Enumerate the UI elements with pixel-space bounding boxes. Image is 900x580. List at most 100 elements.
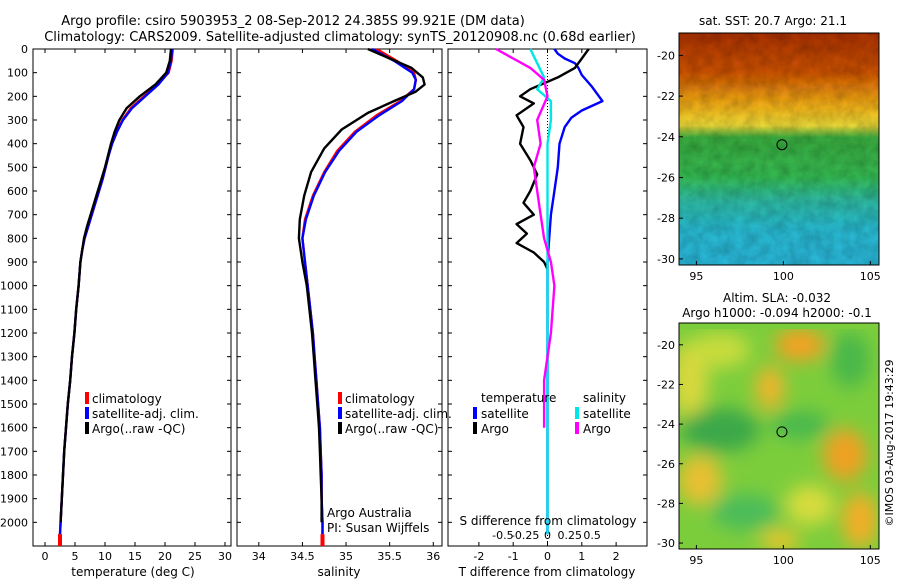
x-tick-label: 30 bbox=[218, 550, 232, 563]
sst-argo-location-marker bbox=[776, 139, 788, 151]
sla-map-title-line-2: Argo h1000: -0.094 h2000: -0.1 bbox=[682, 306, 872, 320]
x-tick-label: 15 bbox=[128, 550, 142, 563]
legend-swatch-temp-satellite bbox=[473, 407, 477, 419]
legend-label-climatology: climatology bbox=[345, 392, 415, 406]
map-x-tick-label: 95 bbox=[689, 270, 703, 283]
legend-label-satellite: satellite-adj. clim. bbox=[92, 407, 199, 421]
sla-argo-location-marker bbox=[776, 426, 788, 438]
depth-tick-label: 2000 bbox=[0, 516, 28, 529]
depth-tick-label: 900 bbox=[7, 256, 28, 269]
temperature-x-axis: 0 5 10 15 20 25 30 bbox=[42, 49, 232, 563]
sst-map-title: sat. SST: 20.7 Argo: 21.1 bbox=[699, 14, 847, 28]
annotation-pi: PI: Susan Wijffels bbox=[327, 521, 429, 535]
depth-tick-label: 100 bbox=[7, 67, 28, 80]
sla-map bbox=[679, 323, 879, 549]
depth-axis: 0 100 200 300 400 500 600 700 800 900 1000 1100 1200… bbox=[0, 43, 647, 529]
sla-blob bbox=[842, 492, 878, 548]
credit: ©IMOS 03-Aug-2017 19:43:29 bbox=[883, 360, 896, 527]
series-line bbox=[515, 48, 590, 270]
x-tick-label: 36 bbox=[426, 550, 440, 563]
depth-tick-label: 500 bbox=[7, 161, 28, 174]
x-tick-label: 5 bbox=[72, 550, 79, 563]
depth-tick-label: 1000 bbox=[0, 280, 28, 293]
map-x-tick-label: 95 bbox=[689, 554, 703, 567]
x-tick-label: 10 bbox=[98, 550, 112, 563]
map-y-tick-label: -26 bbox=[657, 458, 675, 471]
legend-label-temp-argo: Argo bbox=[481, 422, 509, 436]
x-tick-label: 0 bbox=[42, 550, 49, 563]
sst-map-frame bbox=[678, 32, 880, 266]
map-x-tick-label: 100 bbox=[773, 270, 794, 283]
map-y-tick-label: -22 bbox=[657, 378, 675, 391]
map-x-tick-label: 100 bbox=[773, 554, 794, 567]
map-y-tick-label: -20 bbox=[657, 49, 675, 62]
sla-blob bbox=[690, 332, 750, 368]
legend-label-temp-satellite: satellite bbox=[481, 407, 529, 421]
depth-tick-label: 1700 bbox=[0, 445, 28, 458]
legend-heading-temperature-label: temperature bbox=[481, 391, 556, 405]
x-tick-label: -2 bbox=[473, 550, 484, 563]
bottom-marker bbox=[58, 534, 62, 546]
sla-blob bbox=[756, 366, 784, 410]
map-x-tick-label: 105 bbox=[860, 554, 881, 567]
difference-legend: satellite temperature salinity satellite… bbox=[473, 391, 631, 436]
x-tick-label: 34.5 bbox=[290, 550, 315, 563]
map-x-tick-label: 105 bbox=[860, 270, 881, 283]
difference-series bbox=[495, 47, 604, 546]
sla-blob bbox=[786, 485, 834, 525]
depth-tick-label: 1100 bbox=[0, 303, 28, 316]
legend-label-satellite: satellite-adj. clim. bbox=[345, 407, 452, 421]
annotation-argo-australia: Argo Australia bbox=[327, 506, 412, 520]
sla-blob bbox=[770, 411, 830, 439]
sla-map-field bbox=[679, 329, 878, 549]
sla-map-axes: 95 100 105 -20 -22 -24 -26 -28 -30 bbox=[657, 339, 881, 567]
x-tick-label-salinity: 0.5 bbox=[583, 529, 601, 542]
series-line bbox=[297, 47, 426, 523]
bottom-marker bbox=[320, 534, 325, 546]
header-line-2: Climatology: CARS2009. Satellite-adjuste… bbox=[44, 30, 636, 45]
map-y-tick-label: -24 bbox=[657, 418, 675, 431]
sla-blob bbox=[711, 494, 779, 530]
x-tick-label: 0 bbox=[544, 550, 551, 563]
sst-map-axes: 95 100 105 -20 -22 -24 -26 -28 -30 bbox=[657, 49, 881, 283]
depth-tick-label: 1900 bbox=[0, 493, 28, 506]
salinity-panel-frame bbox=[236, 48, 443, 547]
x-tick-label: 34 bbox=[252, 550, 266, 563]
header-line-1: Argo profile: csiro 5903953_2 08-Sep-201… bbox=[61, 14, 525, 29]
map-y-tick-label: -24 bbox=[657, 131, 675, 144]
sla-blob bbox=[680, 408, 760, 452]
depth-tick-label: 700 bbox=[7, 209, 28, 222]
depth-tick-label: 200 bbox=[7, 90, 28, 103]
legend-label-climatology: climatology bbox=[92, 392, 162, 406]
series-line bbox=[59, 48, 173, 523]
map-y-tick-label: -28 bbox=[657, 497, 675, 510]
legend-swatch-sal-satellite bbox=[575, 407, 579, 419]
legend-label-sal-satellite: satellite bbox=[583, 407, 631, 421]
temperature-panel-frame bbox=[32, 48, 232, 547]
x-tick-label: 35.5 bbox=[377, 550, 402, 563]
depth-tick-label: 1400 bbox=[0, 374, 28, 387]
depth-tick-label: 300 bbox=[7, 114, 28, 127]
x-tick-label: 20 bbox=[158, 550, 172, 563]
x-tick-label: 1 bbox=[578, 550, 585, 563]
depth-tick-label: 1200 bbox=[0, 327, 28, 340]
legend-swatch-climatology bbox=[338, 392, 342, 404]
depth-tick-label: 0 bbox=[21, 43, 28, 56]
depth-tick-label: 1300 bbox=[0, 351, 28, 364]
salinity-series bbox=[297, 47, 426, 546]
depth-tick-label: 800 bbox=[7, 232, 28, 245]
legend-swatch-satellite bbox=[85, 407, 89, 419]
map-y-tick-label: -30 bbox=[657, 253, 675, 266]
legend-swatch-temp-argo bbox=[473, 422, 477, 434]
depth-tick-label: 600 bbox=[7, 185, 28, 198]
legend-swatch-argo bbox=[338, 422, 342, 434]
x-tick-label-salinity: -0.25 bbox=[511, 529, 539, 542]
legend-swatch-satellite bbox=[338, 407, 342, 419]
depth-tick-label: 1800 bbox=[0, 469, 28, 482]
legend-label-sal-argo: Argo bbox=[583, 422, 611, 436]
temperature-series bbox=[58, 48, 174, 546]
map-y-tick-label: -30 bbox=[657, 537, 675, 550]
series-line bbox=[546, 48, 604, 535]
temperature-xlabel: temperature (deg C) bbox=[71, 565, 194, 579]
